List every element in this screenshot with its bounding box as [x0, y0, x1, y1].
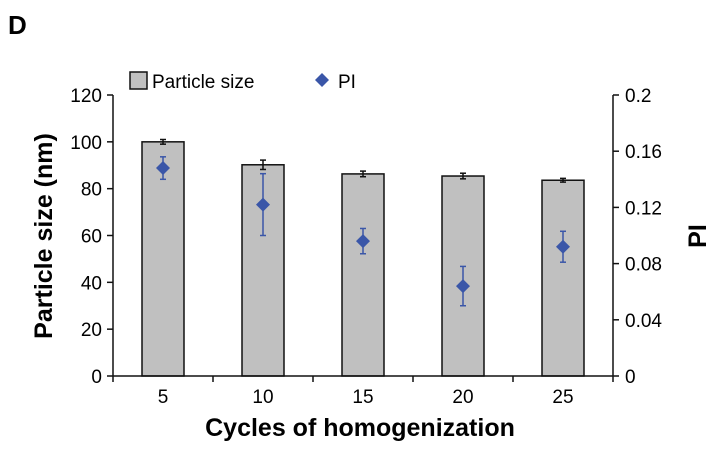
panel-label: D [8, 10, 27, 40]
pi-point-20 [456, 279, 470, 294]
right-tick-label: 0.08 [625, 255, 662, 276]
x-tick-label: 10 [252, 387, 273, 408]
x-tick-label: 15 [352, 387, 373, 408]
right-axis-label: PI [684, 224, 712, 248]
legend-label: PI [338, 72, 356, 93]
right-tick-label: 0.04 [625, 311, 662, 332]
left-tick-label: 120 [70, 86, 102, 107]
x-tick-label: 25 [552, 387, 573, 408]
left-axis-label: Particle size (nm) [30, 133, 58, 339]
left-tick-label: 80 [81, 180, 102, 201]
right-tick-label: 0.16 [625, 142, 662, 163]
bar-5 [141, 141, 185, 377]
left-tick-label: 0 [91, 367, 102, 388]
pi-point-25 [556, 239, 570, 254]
legend-diamond-swatch [315, 73, 329, 87]
pi-point-10 [256, 197, 270, 212]
bar-15 [341, 173, 385, 377]
right-tick-label: 0 [625, 367, 636, 388]
left-tick-label: 20 [81, 320, 102, 341]
pi-point-15 [356, 234, 370, 249]
x-tick-label: 20 [452, 387, 473, 408]
left-tick-label: 100 [70, 133, 102, 154]
pi-point-5 [156, 161, 170, 176]
legend-label: Particle size [152, 72, 254, 93]
left-tick-label: 60 [81, 227, 102, 248]
x-tick-label: 5 [158, 387, 169, 408]
bar-25 [541, 179, 585, 377]
x-axis-label: Cycles of homogenization [205, 414, 515, 442]
left-tick-label: 40 [81, 273, 102, 294]
right-tick-label: 0.2 [625, 86, 651, 107]
legend-bar-swatch [129, 71, 148, 90]
right-tick-label: 0.12 [625, 198, 662, 219]
